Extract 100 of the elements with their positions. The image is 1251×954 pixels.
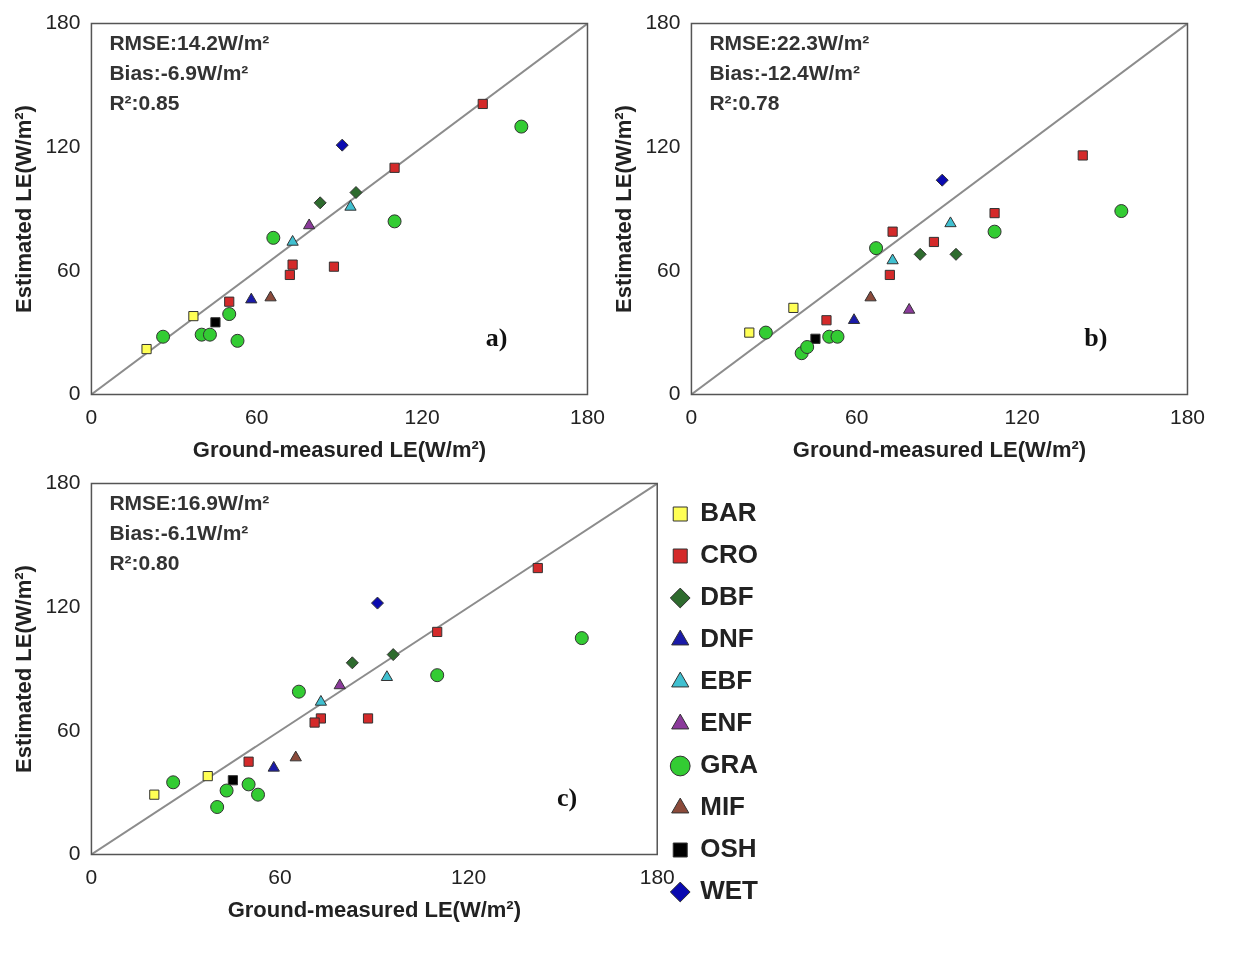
point [362, 713, 374, 724]
y-axis-title: Estimated LE(W/m²) [611, 105, 637, 313]
point [345, 656, 359, 670]
point [344, 199, 357, 211]
point [156, 329, 171, 344]
point [202, 327, 217, 342]
point [349, 186, 363, 200]
x-axis-title: Ground-measured LE(W/m²) [192, 436, 487, 462]
y-tick-label: 0 [68, 841, 81, 865]
x-tick-label: 120 [404, 404, 440, 428]
point [380, 670, 394, 681]
point [267, 760, 280, 772]
point [887, 226, 898, 237]
point [303, 218, 316, 230]
legend-label: BAR [700, 497, 757, 528]
point [432, 626, 443, 638]
point [387, 214, 402, 229]
y-tick-label: 120 [45, 594, 81, 617]
point [166, 775, 181, 790]
point [389, 162, 400, 173]
point [370, 596, 384, 610]
point [230, 333, 245, 348]
legend-label: DBF [700, 581, 754, 612]
annotation: a) [485, 323, 508, 353]
y-tick-label: 120 [645, 134, 681, 157]
point [141, 343, 152, 355]
point [886, 253, 899, 265]
annotation: R²:0.78 [709, 90, 780, 114]
point [251, 787, 266, 802]
x-tick-label: 60 [845, 404, 869, 428]
y-tick-label: 60 [57, 717, 81, 741]
y-tick-label: 0 [68, 381, 81, 405]
point [987, 224, 1002, 239]
annotation: c) [557, 783, 578, 813]
x-tick-label: 180 [1169, 404, 1205, 428]
point [864, 290, 877, 302]
point [328, 261, 340, 272]
point [989, 208, 1000, 219]
legend-label: MIF [700, 791, 745, 822]
legend-label: ENF [700, 707, 753, 738]
y-axis-title: Estimated LE(W/m²) [11, 105, 37, 313]
point [210, 317, 221, 328]
point [335, 138, 349, 152]
point [291, 684, 306, 699]
point [188, 311, 199, 322]
point [224, 296, 235, 307]
point [289, 750, 302, 762]
x-tick-label: 0 [685, 404, 698, 428]
legend-label: OSH [700, 833, 757, 864]
x-tick-label: 60 [268, 864, 292, 888]
point [245, 292, 258, 304]
point [314, 694, 328, 706]
point [227, 775, 238, 786]
point [333, 678, 346, 690]
point [847, 313, 861, 324]
y-tick-label: 180 [645, 10, 681, 34]
legend-label: WET [700, 875, 759, 906]
annotation: RMSE:22.3W/m² [709, 30, 870, 54]
x-tick-label: 120 [1004, 404, 1040, 428]
point [386, 648, 400, 662]
x-tick-label: 180 [569, 404, 605, 428]
x-tick-label: 0 [85, 404, 98, 428]
point [241, 777, 256, 792]
point [313, 196, 327, 210]
y-axis-title: Estimated LE(W/m²) [11, 565, 37, 773]
y-tick-label: 60 [57, 257, 81, 281]
point [264, 290, 277, 302]
point [219, 783, 234, 798]
y-tick-label: 180 [45, 10, 81, 34]
y-tick-label: 60 [657, 257, 681, 281]
point [532, 562, 543, 574]
x-tick-label: 0 [85, 864, 98, 888]
point [830, 329, 845, 344]
point [430, 668, 445, 683]
point [202, 771, 213, 782]
annotation: R²:0.80 [109, 550, 180, 574]
point [477, 98, 488, 110]
annotation: Bias:-12.4W/m² [709, 60, 860, 84]
x-axis-title: Ground-measured LE(W/m²) [227, 896, 521, 922]
point [949, 247, 963, 261]
legend-label: GRA [700, 749, 759, 780]
point [210, 800, 225, 815]
point [287, 259, 298, 270]
annotation: RMSE:16.9W/m² [109, 490, 270, 514]
point [884, 269, 895, 281]
point [243, 756, 254, 767]
point [944, 216, 957, 228]
point [758, 325, 773, 340]
point [514, 119, 529, 134]
y-tick-label: 0 [668, 381, 681, 405]
legend-label: EBF [700, 665, 753, 696]
point [1114, 204, 1129, 219]
point [810, 333, 821, 344]
point [913, 247, 927, 261]
annotation: R²:0.85 [109, 90, 180, 114]
point [1077, 150, 1088, 161]
y-tick-label: 180 [45, 470, 81, 494]
point [284, 269, 295, 281]
annotation: Bias:-6.1W/m² [109, 520, 249, 544]
point [788, 302, 799, 313]
